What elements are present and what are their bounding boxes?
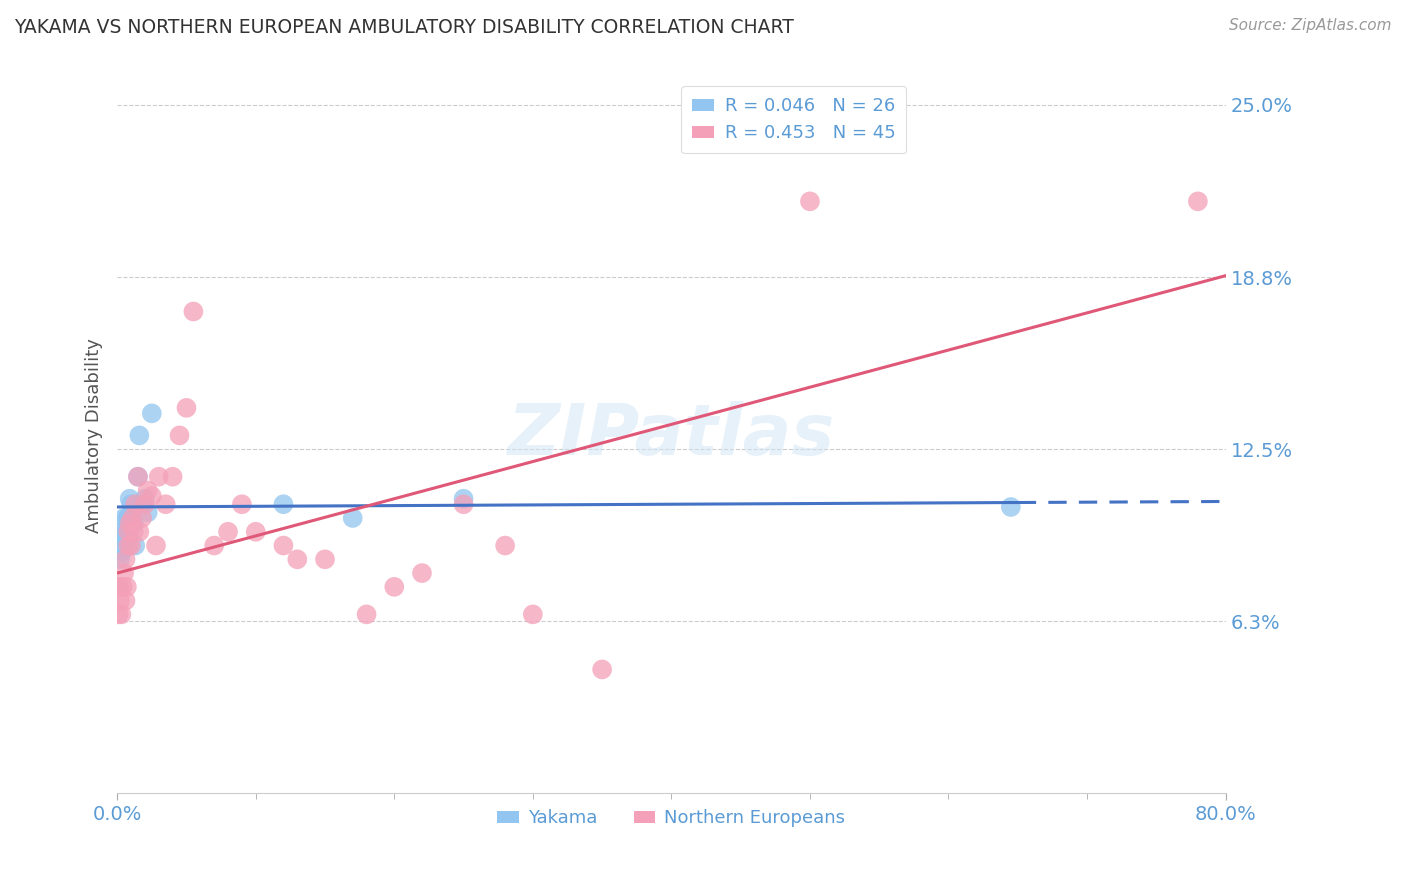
Point — [108, 593, 131, 607]
Point — [591, 662, 613, 676]
Point — [217, 524, 239, 539]
Point — [117, 539, 139, 553]
Point — [411, 566, 433, 580]
Point — [128, 524, 150, 539]
Point — [120, 539, 142, 553]
Point — [128, 428, 150, 442]
Point — [127, 469, 149, 483]
Point — [131, 497, 153, 511]
Point — [314, 552, 336, 566]
Point — [108, 552, 131, 566]
Point — [494, 539, 516, 553]
Point — [111, 544, 134, 558]
Point — [245, 524, 267, 539]
Text: YAKAMA VS NORTHERN EUROPEAN AMBULATORY DISABILITY CORRELATION CHART: YAKAMA VS NORTHERN EUROPEAN AMBULATORY D… — [14, 18, 794, 37]
Point — [134, 497, 156, 511]
Point — [202, 539, 225, 553]
Point — [136, 483, 159, 498]
Point — [141, 406, 163, 420]
Point — [112, 530, 135, 544]
Point — [115, 580, 138, 594]
Point — [112, 566, 135, 580]
Point — [117, 511, 139, 525]
Point — [117, 524, 139, 539]
Point — [141, 489, 163, 503]
Point — [145, 539, 167, 553]
Point — [108, 580, 131, 594]
Point — [120, 497, 142, 511]
Point — [231, 497, 253, 511]
Point — [155, 497, 177, 511]
Legend: Yakama, Northern Europeans: Yakama, Northern Europeans — [491, 802, 852, 834]
Text: Source: ZipAtlas.com: Source: ZipAtlas.com — [1229, 18, 1392, 33]
Point — [285, 552, 308, 566]
Point — [382, 580, 405, 594]
Point — [799, 194, 821, 209]
Point — [115, 511, 138, 525]
Point — [118, 491, 141, 506]
Point — [273, 539, 295, 553]
Point — [273, 497, 295, 511]
Point — [176, 401, 198, 415]
Point — [118, 516, 141, 531]
Point — [134, 491, 156, 506]
Point — [453, 497, 475, 511]
Point — [1000, 500, 1022, 514]
Point — [169, 428, 191, 442]
Point — [342, 511, 364, 525]
Point — [453, 491, 475, 506]
Point — [110, 607, 132, 622]
Point — [122, 516, 145, 531]
Point — [114, 552, 136, 566]
Point — [112, 511, 135, 525]
Point — [127, 469, 149, 483]
Point — [121, 511, 143, 525]
Point — [107, 580, 129, 594]
Point — [117, 530, 139, 544]
Point — [114, 524, 136, 539]
Point — [522, 607, 544, 622]
Point — [1187, 194, 1209, 209]
Point — [122, 524, 145, 539]
Point — [111, 580, 134, 594]
Point — [124, 497, 146, 511]
Text: ZIPatlas: ZIPatlas — [508, 401, 835, 470]
Point — [148, 469, 170, 483]
Point — [110, 524, 132, 539]
Point — [131, 511, 153, 525]
Point — [124, 539, 146, 553]
Point — [183, 304, 205, 318]
Point — [356, 607, 378, 622]
Point — [114, 593, 136, 607]
Y-axis label: Ambulatory Disability: Ambulatory Disability — [86, 338, 103, 533]
Point — [136, 506, 159, 520]
Point — [162, 469, 184, 483]
Point — [110, 539, 132, 553]
Point — [107, 607, 129, 622]
Point — [121, 511, 143, 525]
